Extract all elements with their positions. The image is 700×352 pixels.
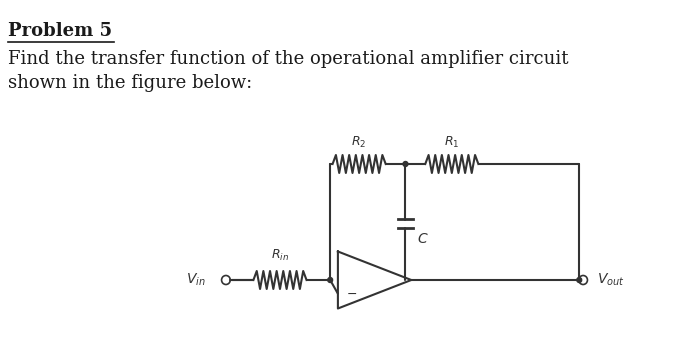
Circle shape [577,277,582,283]
Text: Problem 5: Problem 5 [8,22,112,40]
Circle shape [328,277,332,283]
Text: $R_2$: $R_2$ [351,135,367,150]
Text: $R_1$: $R_1$ [444,135,459,150]
Text: $V_{out}$: $V_{out}$ [596,272,624,288]
Circle shape [403,162,408,166]
Text: $R_{in}$: $R_{in}$ [271,248,289,263]
Text: $C$: $C$ [417,232,428,246]
Text: $V_{in}$: $V_{in}$ [186,272,206,288]
Text: Find the transfer function of the operational amplifier circuit
shown in the fig: Find the transfer function of the operat… [8,50,568,92]
Text: $-$: $-$ [346,287,357,300]
